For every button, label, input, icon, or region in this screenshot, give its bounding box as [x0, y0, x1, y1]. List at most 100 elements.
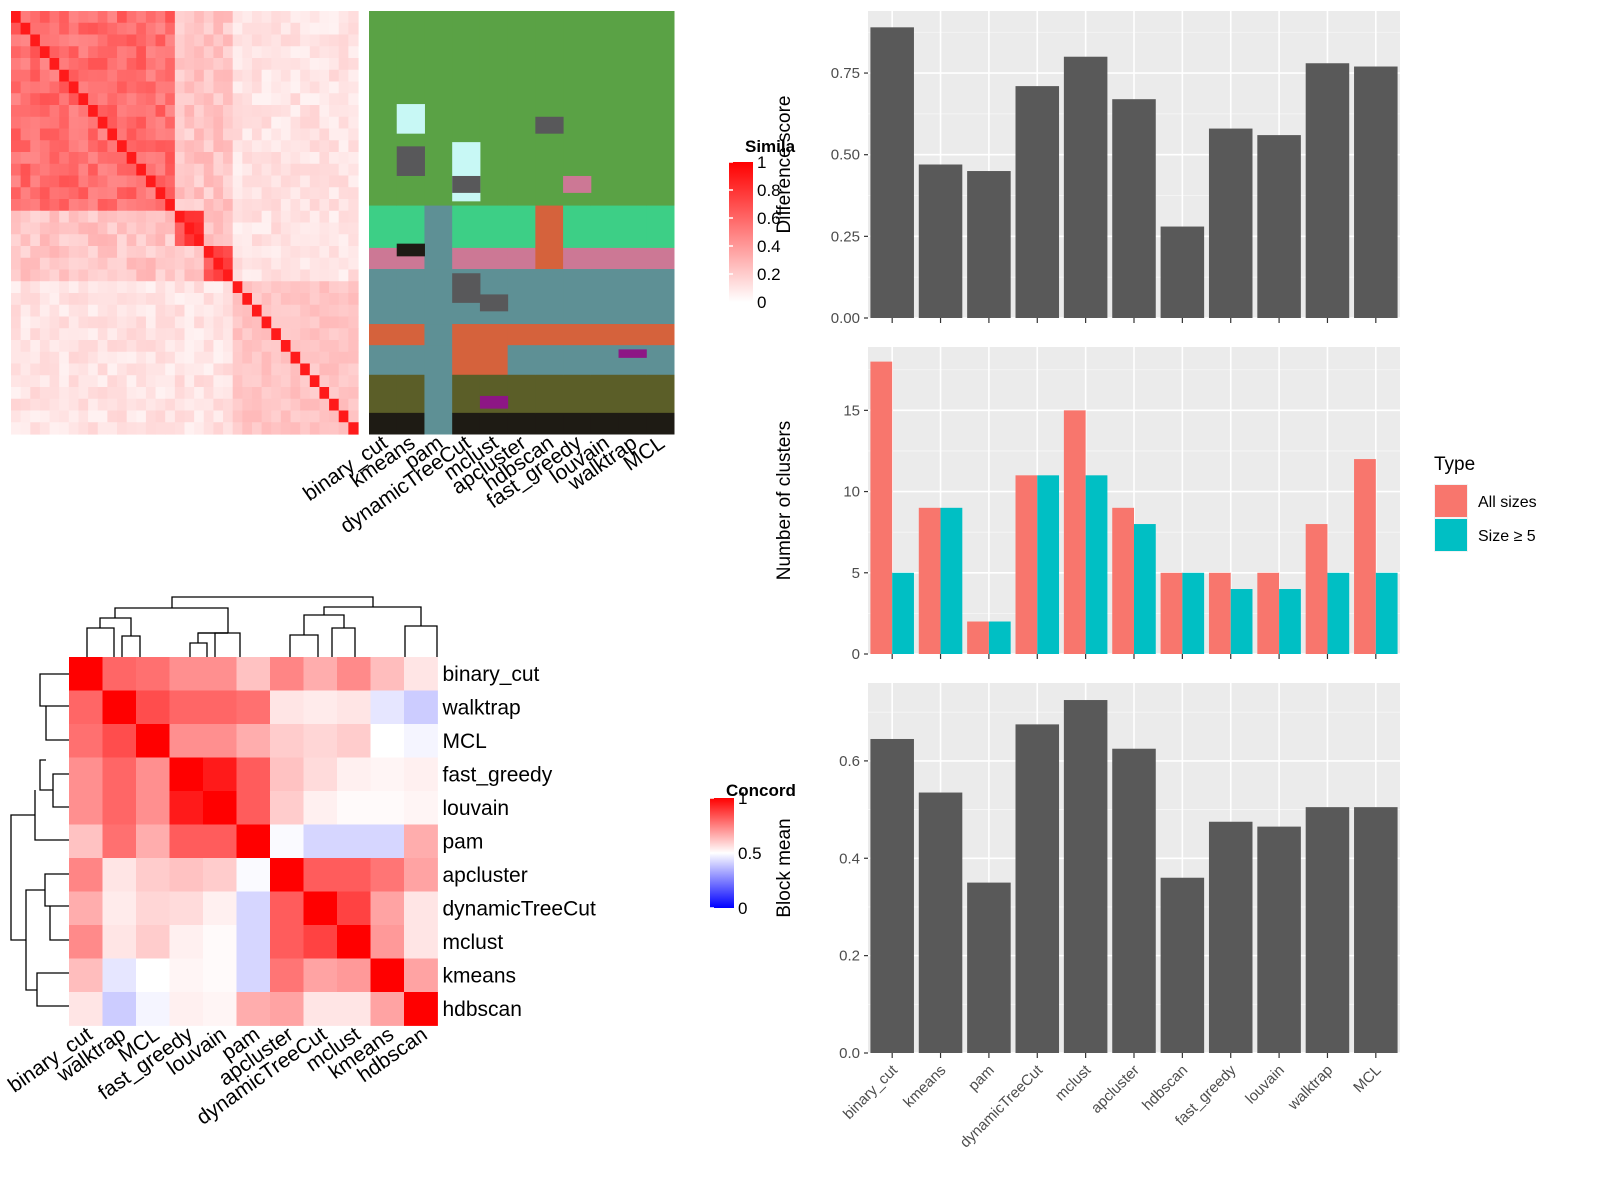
similarity-cell	[271, 398, 282, 412]
similarity-cell	[329, 398, 340, 412]
concordance-cell	[102, 724, 137, 758]
cluster-label-cell	[646, 205, 675, 249]
similarity-cell	[290, 375, 301, 388]
similarity-cell	[194, 375, 205, 388]
similarity-cell	[203, 363, 215, 376]
cluster-label-cell	[618, 324, 647, 346]
similarity-legend-label: 1	[757, 153, 766, 172]
similarity-cell	[155, 340, 166, 353]
similarity-cell	[184, 375, 195, 388]
concordance-cell	[270, 824, 304, 859]
similarity-cell	[309, 81, 321, 94]
cluster-label-cell	[535, 324, 564, 346]
similarity-cell	[251, 293, 263, 306]
similarity-cell	[309, 199, 321, 212]
similarity-cell	[261, 316, 272, 329]
similarity-cell	[126, 269, 137, 282]
y-tick-label: 0.4	[839, 850, 860, 867]
similarity-cell	[348, 304, 359, 318]
similarity-cell	[280, 340, 292, 353]
similarity-cell	[213, 187, 224, 200]
similarity-cell	[59, 410, 70, 423]
similarity-cell	[290, 163, 301, 177]
similarity-cell	[184, 269, 195, 282]
similarity-cell	[78, 246, 89, 259]
similarity-cell	[338, 93, 349, 106]
similarity-cell	[11, 187, 22, 200]
similarity-cell	[184, 246, 195, 259]
similarity-cell	[300, 58, 311, 71]
similarity-cell	[68, 293, 80, 306]
similarity-cell	[194, 304, 205, 318]
concordance-cell	[303, 791, 338, 825]
similarity-cell	[184, 281, 195, 294]
concordance-cell	[102, 925, 137, 959]
similarity-cell	[117, 69, 128, 83]
cluster-label-cell	[396, 345, 425, 376]
similarity-cell	[136, 304, 147, 318]
similarity-cell	[30, 34, 41, 47]
similarity-cell	[68, 351, 80, 365]
concordance-cell	[404, 992, 438, 1026]
similarity-cell	[136, 410, 147, 423]
similarity-cell	[338, 422, 349, 435]
similarity-cell	[261, 116, 272, 130]
similarity-cell	[251, 163, 263, 177]
similarity-cell	[203, 210, 215, 224]
cluster-label-cell	[452, 412, 481, 435]
similarity-cell	[223, 175, 234, 188]
similarity-cell	[155, 163, 166, 177]
similarity-cell	[20, 375, 31, 388]
cluster-label-cell	[563, 247, 592, 270]
similarity-cell	[251, 316, 263, 329]
similarity-cell	[203, 58, 215, 71]
similarity-cell	[165, 152, 176, 165]
similarity-cell	[145, 152, 157, 165]
similarity-cell	[348, 116, 359, 130]
x-tick-label: dynamicTreeCut	[957, 1061, 1047, 1151]
similarity-cell	[223, 140, 234, 153]
similarity-cell	[11, 222, 22, 235]
similarity-cell	[213, 81, 224, 94]
similarity-cell	[223, 81, 234, 94]
similarity-cell	[300, 422, 311, 435]
concordance-cell	[337, 724, 371, 758]
similarity-cell	[59, 340, 70, 353]
similarity-cell	[88, 269, 99, 282]
similarity-cell	[20, 58, 31, 71]
similarity-cell	[261, 210, 272, 224]
similarity-cell	[107, 422, 118, 435]
cluster-label-cell	[563, 345, 592, 376]
similarity-cell	[271, 140, 282, 153]
similarity-cell	[203, 304, 215, 318]
column-dendrogram-branch	[214, 632, 241, 657]
similarity-cell	[155, 105, 166, 118]
similarity-cell	[136, 246, 147, 259]
similarity-cell	[49, 257, 60, 271]
similarity-cell	[261, 69, 272, 83]
similarity-cell	[145, 140, 157, 153]
similarity-cell	[290, 234, 301, 247]
similarity-cell	[348, 58, 359, 71]
bar	[967, 882, 1011, 1053]
concordance-cell	[370, 690, 405, 725]
similarity-cell	[280, 293, 292, 306]
concordance-cell	[404, 891, 438, 926]
similarity-cell	[251, 128, 263, 141]
cluster-label-cell	[590, 247, 620, 270]
similarity-cell	[184, 398, 195, 412]
similarity-cell	[242, 363, 253, 376]
similarity-cell	[174, 210, 186, 224]
similarity-cell	[261, 281, 272, 294]
concordance-legend-title: Concord	[726, 781, 796, 800]
concordance-cell	[303, 824, 338, 859]
similarity-cell	[203, 187, 215, 200]
cluster-label-cell	[535, 412, 564, 435]
similarity-cell	[30, 69, 41, 83]
similarity-cell	[329, 234, 340, 247]
similarity-cell	[155, 257, 166, 271]
similarity-cell	[68, 257, 80, 271]
row-dendrogram-branch	[39, 759, 53, 791]
similarity-cell	[88, 222, 99, 235]
similarity-cell	[194, 93, 205, 106]
